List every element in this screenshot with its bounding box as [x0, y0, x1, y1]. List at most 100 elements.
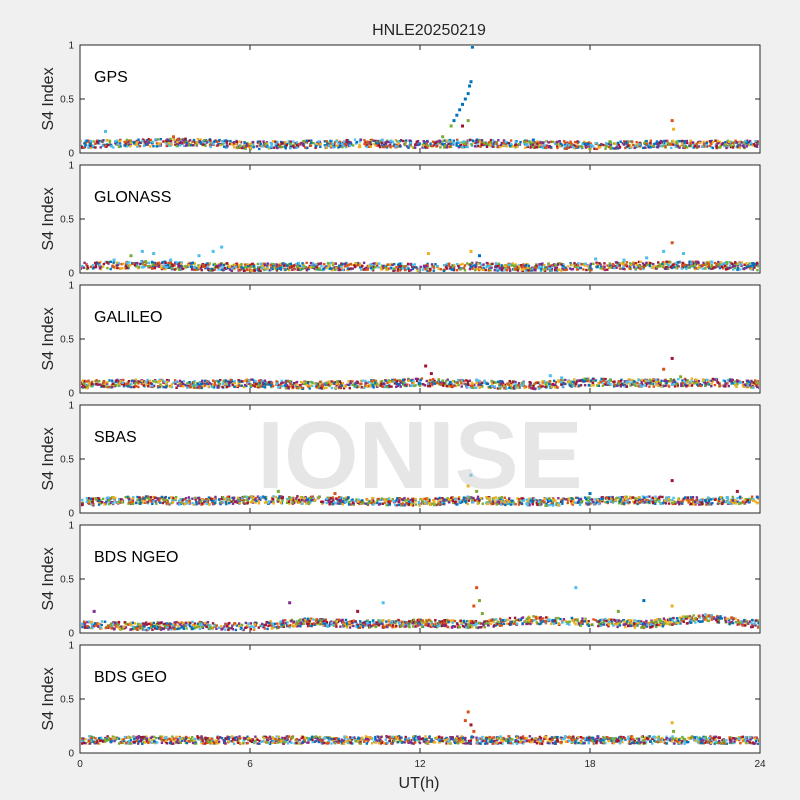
data-point: [433, 143, 436, 146]
data-point: [354, 384, 357, 388]
data-point: [373, 262, 376, 265]
data-point: [273, 266, 276, 270]
data-point: [560, 376, 564, 380]
data-point: [280, 379, 283, 383]
data-point: [200, 268, 203, 272]
data-point: [349, 382, 352, 385]
data-point: [716, 381, 720, 384]
data-point: [150, 260, 154, 264]
data-point: [238, 146, 242, 150]
data-point: [258, 382, 262, 385]
data-point: [217, 386, 220, 389]
data-point: [88, 143, 92, 146]
data-point: [209, 145, 212, 149]
data-point: [490, 384, 494, 387]
data-point: [337, 266, 340, 270]
data-point: [412, 146, 415, 149]
data-point: [478, 267, 482, 270]
data-point: [670, 146, 673, 150]
data-point: [398, 262, 402, 265]
data-point: [547, 262, 550, 265]
data-point: [226, 139, 229, 143]
data-point: [175, 267, 178, 270]
data-point: [563, 143, 566, 146]
data-point: [421, 268, 424, 271]
data-point: [606, 268, 609, 271]
data-point: [286, 264, 289, 267]
data-point: [201, 379, 204, 383]
data-point: [109, 143, 113, 147]
data-point: [525, 139, 529, 142]
data-point: [476, 500, 480, 503]
data-point: [399, 385, 402, 388]
data-point: [262, 268, 266, 271]
data-point: [142, 380, 146, 383]
data-point: [329, 142, 333, 146]
data-point: [697, 141, 701, 144]
data-point: [588, 267, 591, 270]
data-point: [645, 382, 648, 385]
data-point: [129, 139, 133, 142]
data-point: [186, 386, 189, 389]
data-point: [681, 266, 685, 269]
data-point: [307, 499, 311, 503]
data-point: [150, 384, 154, 388]
data-point: [445, 262, 449, 266]
data-point: [198, 498, 201, 501]
data-point: [641, 495, 645, 498]
data-point: [145, 500, 148, 503]
data-point: [466, 145, 469, 149]
data-point: [429, 378, 432, 382]
data-point: [676, 140, 679, 143]
data-point: [216, 384, 220, 388]
data-point: [637, 266, 641, 269]
data-point: [732, 144, 736, 148]
data-point: [423, 142, 426, 146]
data-point: [197, 266, 200, 269]
data-point: [347, 380, 350, 383]
data-point: [275, 382, 279, 386]
data-point: [270, 381, 274, 384]
data-point: [534, 382, 537, 385]
data-point: [456, 378, 460, 382]
data-point: [609, 147, 612, 150]
data-point: [673, 143, 676, 147]
data-point: [192, 144, 195, 147]
data-point: [116, 141, 119, 144]
data-point: [495, 268, 499, 271]
data-point: [632, 381, 635, 385]
data-point: [725, 146, 728, 150]
data-point: [424, 266, 428, 270]
data-point: [199, 138, 202, 141]
data-point: [505, 145, 508, 148]
data-point: [681, 263, 684, 266]
data-point: [172, 381, 175, 385]
data-point: [643, 141, 646, 145]
data-point: [588, 497, 592, 501]
data-point: [222, 142, 226, 145]
data-point: [235, 384, 238, 388]
data-point: [255, 267, 259, 271]
data-point: [516, 386, 520, 389]
data-point: [675, 265, 678, 268]
data-point: [560, 383, 563, 386]
data-point: [617, 143, 620, 147]
data-point: [201, 140, 204, 144]
data-point: [560, 269, 563, 272]
data-point: [149, 382, 152, 385]
data-point: [678, 140, 682, 143]
data-point: [640, 378, 644, 382]
data-point: [429, 268, 432, 271]
data-point: [121, 267, 124, 270]
data-point: [158, 142, 162, 145]
data-point: [354, 499, 357, 503]
data-point: [745, 145, 748, 148]
data-point: [461, 267, 464, 270]
data-point: [576, 263, 580, 267]
data-point: [238, 145, 242, 148]
data-point: [117, 145, 121, 148]
data-point: [105, 500, 108, 503]
data-point: [141, 263, 145, 266]
data-point: [187, 140, 190, 143]
